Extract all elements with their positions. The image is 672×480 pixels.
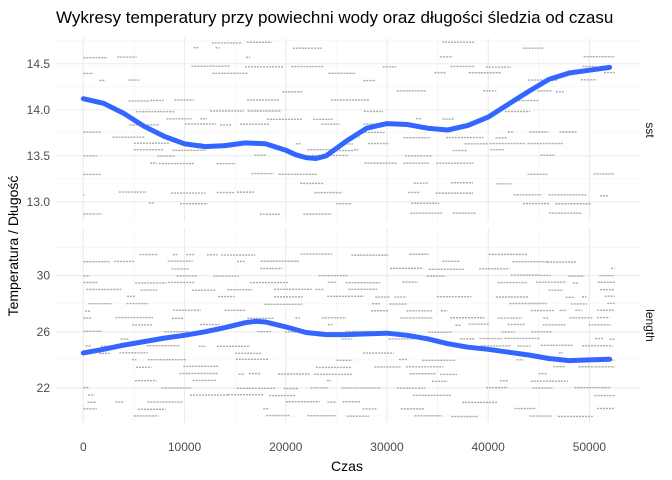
smooth-line-sst: [80, 64, 613, 161]
y-tick-label: 14.0: [27, 103, 51, 117]
y-tick-label: 22: [37, 381, 51, 395]
x-axis: 0 10000 20000 30000 40000 50000: [80, 440, 606, 454]
chart-title: Wykresy temperatury przy powiechni wody …: [56, 8, 613, 27]
y-tick-label: 13.0: [27, 195, 51, 209]
x-axis-title: Czas: [331, 458, 363, 474]
strip-label-sst: sst: [643, 122, 657, 138]
y-tick-label: 13.5: [27, 149, 51, 163]
y-tick-label: 30: [37, 269, 51, 283]
panel-length: 22 26 30 length: [37, 228, 657, 423]
smooth-line-length: [80, 318, 613, 364]
x-tick-label: 20000: [269, 440, 303, 454]
observations: [83, 41, 615, 215]
strip-label-length: length: [643, 309, 657, 342]
x-tick-label: 40000: [471, 440, 505, 454]
panel-sst: 13.0 13.5 14.0 14.5 sst: [27, 38, 657, 222]
y-axis-title: Temperatura / Długość: [5, 176, 21, 317]
x-tick-label: 30000: [370, 440, 404, 454]
observations: [83, 253, 615, 418]
x-tick-label: 0: [80, 440, 87, 454]
y-tick-label: 26: [37, 325, 51, 339]
x-tick-label: 10000: [168, 440, 202, 454]
x-tick-label: 50000: [573, 440, 607, 454]
y-tick-label: 14.5: [27, 57, 51, 71]
